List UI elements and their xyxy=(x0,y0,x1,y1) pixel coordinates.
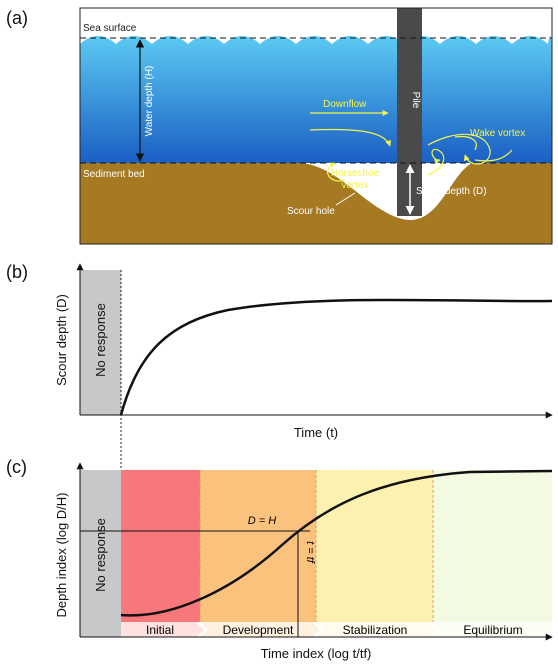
scour-hole-label: Scour hole xyxy=(287,206,335,217)
stage-label: Stabilization xyxy=(343,623,408,637)
initial-zone xyxy=(121,470,200,622)
t-equals-tf-label: t = tf xyxy=(304,541,316,564)
pile-label: Pile xyxy=(410,92,421,109)
y-axis-label: Scour depth (D) xyxy=(54,294,69,386)
x-axis-label: Time (t) xyxy=(294,425,338,440)
sea-surface-label: Sea surface xyxy=(83,23,137,34)
wake-vortex-label: Wake vortex xyxy=(470,128,525,139)
scour-curve xyxy=(121,300,552,415)
x-axis-label: Time index (log t/tf) xyxy=(261,646,372,661)
no-response-label: No response xyxy=(93,518,108,592)
stage-label: Initial xyxy=(146,623,174,637)
panel-label: (a) xyxy=(6,8,28,28)
sediment-bed-label: Sediment bed xyxy=(83,169,145,180)
stage-label: Development xyxy=(223,623,294,637)
y-axis-label: Depth index (log D/H) xyxy=(54,493,69,618)
water-depth-label: Water depth (H) xyxy=(144,66,155,137)
panel-label: (c) xyxy=(6,457,27,477)
sediment xyxy=(80,163,552,244)
horseshoe-label: vortex xyxy=(341,180,368,191)
equilibrium-zone xyxy=(433,470,552,622)
panel-label: (b) xyxy=(6,262,28,282)
figure: (a) Sea surface Water depth (H) Downflow… xyxy=(0,0,558,664)
horseshoe-label: Horseshoe xyxy=(331,168,380,179)
development-zone xyxy=(200,470,316,622)
scour-depth-label: Scour depth (D) xyxy=(416,186,487,197)
d-equals-h-label: D = H xyxy=(248,515,276,527)
stabilization-zone xyxy=(316,470,433,622)
downflow-label: Downflow xyxy=(323,99,367,110)
no-response-label: No response xyxy=(93,303,108,377)
stage-label: Equilibrium xyxy=(463,623,522,637)
